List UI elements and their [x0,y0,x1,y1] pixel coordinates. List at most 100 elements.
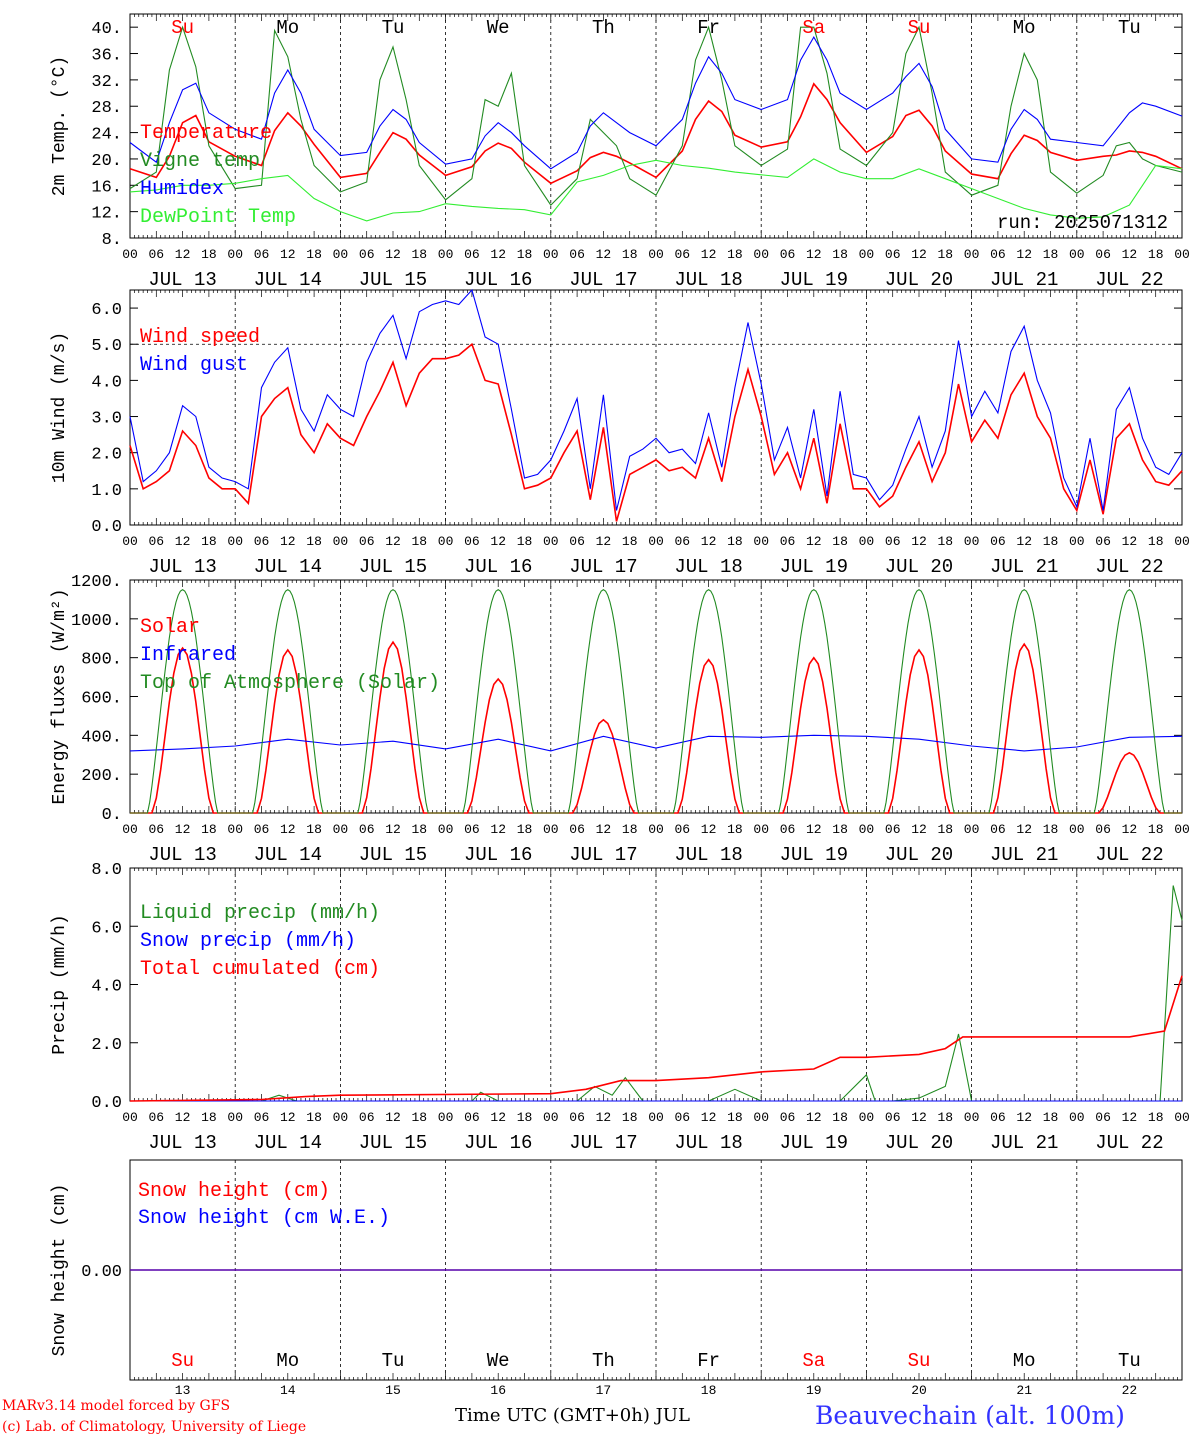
x-date-label: JUL 18 [674,844,742,866]
x-date-label: JUL 16 [464,1132,532,1154]
weekday-label: Su [171,1350,194,1372]
x-hour-label: 12 [490,534,506,549]
x-hour-label: 00 [227,822,243,837]
x-hour-label: 12 [1016,822,1032,837]
x-hour-label: 06 [990,534,1006,549]
x-hour-label: 18 [1148,247,1164,262]
weekday-label: Tu [1118,1350,1141,1372]
x-hour-label: 12 [1122,534,1138,549]
x-date-label: JUL 18 [674,269,742,291]
y-tick-label: 400. [81,728,122,747]
x-hour-label: 00 [753,1110,769,1125]
weekday-label: Th [592,17,615,39]
x-hour-label: 00 [859,1110,875,1125]
x-hour-label: 06 [359,534,375,549]
legend-entry: Temperature [140,122,272,145]
x-hour-label: 06 [674,534,690,549]
x-date-label: JUL 21 [990,1132,1058,1154]
x-hour-label: 00 [227,1110,243,1125]
x-hour-label: 18 [517,534,533,549]
x-hour-label: 18 [306,822,322,837]
x-hour-label: 12 [701,534,717,549]
x-hour-label: 06 [1095,1110,1111,1125]
x-hour-label: 00 [753,534,769,549]
model-credit: MARv3.14 model forced by GFS [2,1398,231,1414]
x-hour-label: 12 [596,1110,612,1125]
y-tick-label: 0. [102,806,122,825]
x-hour-label: 06 [1095,247,1111,262]
legend-entry: Wind gust [140,354,248,377]
x-hour-label: 12 [806,822,822,837]
legend-entry: Vigne temp [140,150,260,173]
x-hour-label: 00 [227,247,243,262]
x-hour-label: 18 [727,247,743,262]
x-hour-label: 18 [201,822,217,837]
x-date-label: JUL 17 [569,1132,637,1154]
y-tick-label: 600. [81,690,122,709]
x-hour-label: 06 [148,247,164,262]
x-hour-label: 06 [569,822,585,837]
y-tick-label: 20. [91,152,122,171]
x-hour-label: 18 [622,247,638,262]
weekday-label: Su [908,17,931,39]
x-date-label: JUL 13 [148,269,216,291]
y-tick-label: 24. [91,126,122,145]
weekday-label: Tu [382,1350,405,1372]
x-hour-label: 00 [964,534,980,549]
copyright-credit: (c) Lab. of Climatology, University of L… [2,1419,307,1435]
x-hour-label: 00 [1174,534,1190,549]
x-date-label: JUL 15 [359,556,427,578]
x-hour-label: 12 [175,822,191,837]
y-tick-label: 800. [81,651,122,670]
x-hour-label: 18 [727,822,743,837]
series-line-vigne-temp [129,25,1183,206]
x-date-label: JUL 21 [990,556,1058,578]
y-tick-label: 2.0 [91,446,122,465]
x-hour-label: 12 [385,1110,401,1125]
day-number-label: 13 [175,1383,191,1395]
x-hour-label: 18 [832,534,848,549]
x-hour-label: 18 [411,1110,427,1125]
x-hour-label: 12 [806,1110,822,1125]
legend-entry: Wind speed [140,326,260,349]
y-axis-label: 2m Temp. (°C) [50,56,70,196]
x-date-label: JUL 13 [148,556,216,578]
x-hour-label: 12 [175,534,191,549]
x-date-label: JUL 16 [464,844,532,866]
x-hour-label: 12 [911,1110,927,1125]
x-date-label: JUL 14 [254,269,322,291]
weekday-label: Mo [1013,1350,1036,1372]
x-hour-label: 06 [569,1110,585,1125]
x-hour-label: 06 [148,534,164,549]
x-date-label: JUL 16 [464,269,532,291]
x-hour-label: 18 [306,1110,322,1125]
day-number-label: 15 [385,1383,401,1395]
x-hour-label: 06 [885,247,901,262]
x-hour-label: 06 [464,534,480,549]
series-line-top-of-atmosphere-solar- [130,589,1182,814]
y-tick-label: 1.0 [91,482,122,501]
x-hour-label: 00 [438,534,454,549]
x-hour-label: 12 [1016,247,1032,262]
y-axis-label: 10m Wind (m/s) [50,332,70,483]
panel-energy: 0. 200. 400. 600. 800. 1000. 1200.Energy fluxe… [50,573,1190,866]
x-hour-label: 12 [385,822,401,837]
x-hour-label: 18 [411,534,427,549]
x-hour-label: 00 [333,534,349,549]
series-line-humidex [129,35,1183,170]
x-hour-label: 06 [569,247,585,262]
x-hour-label: 12 [596,822,612,837]
x-hour-label: 18 [517,822,533,837]
x-hour-label: 18 [1043,1110,1059,1125]
y-tick-label: 200. [81,767,122,786]
x-hour-label: 18 [517,1110,533,1125]
series-line-temperature [129,82,1183,185]
x-date-label: JUL 13 [148,844,216,866]
x-hour-label: 12 [385,247,401,262]
x-hour-label: 06 [254,534,270,549]
series-line-infrared [129,734,1183,752]
x-hour-label: 00 [543,247,559,262]
x-hour-label: 12 [701,822,717,837]
x-hour-label: 00 [1069,534,1085,549]
y-tick-label: 40. [91,20,122,39]
